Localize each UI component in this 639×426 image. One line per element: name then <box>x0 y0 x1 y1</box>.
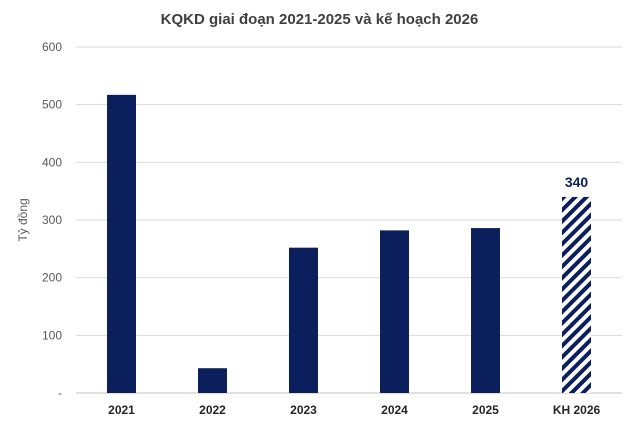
bars <box>107 94 591 393</box>
bar <box>471 228 500 393</box>
x-tick-label: 2025 <box>472 403 499 417</box>
x-tick-label: 2022 <box>199 403 226 417</box>
data-label: 340 <box>565 174 589 190</box>
bar <box>562 196 591 393</box>
y-tick-label: 200 <box>42 271 62 285</box>
y-tick-label: 400 <box>42 155 62 169</box>
y-tick-label: 100 <box>42 328 62 342</box>
y-tick-label: - <box>58 386 62 400</box>
x-tick-label: KH 2026 <box>553 403 601 417</box>
x-axis-ticks: 2021 2022 2023 2024 2025 KH 2026 <box>108 403 600 417</box>
y-tick-label: 600 <box>42 40 62 54</box>
gridlines <box>76 46 622 394</box>
y-tick-label: 300 <box>42 213 62 227</box>
x-tick-label: 2021 <box>108 403 135 417</box>
x-tick-label: 2023 <box>290 403 317 417</box>
bar <box>289 247 318 393</box>
bar <box>198 368 227 393</box>
y-axis-label: Tỷ đồng <box>16 198 30 241</box>
chart-title: KQKD giai đoạn 2021-2025 và kế hoạch 202… <box>161 11 479 28</box>
data-labels: 340 <box>565 174 589 190</box>
bar <box>380 230 409 393</box>
x-tick-label: 2024 <box>381 403 408 417</box>
y-axis-ticks: - 100 200 300 400 500 600 <box>42 40 62 400</box>
y-tick-label: 500 <box>42 98 62 112</box>
bar <box>107 94 136 393</box>
